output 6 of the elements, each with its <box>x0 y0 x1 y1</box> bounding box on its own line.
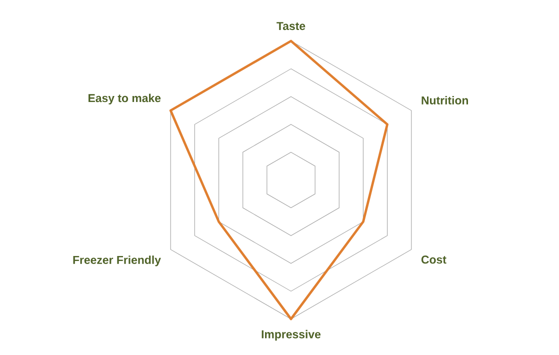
spoke-label: Nutrition <box>422 96 468 104</box>
spoke-label: Taste <box>276 22 306 30</box>
spoke-label: Freezer Friendly <box>73 256 161 266</box>
spoke-label: Easy to make <box>88 94 161 104</box>
spoke-label: Cost <box>421 256 446 264</box>
spoke-label: Impressive <box>262 330 321 341</box>
